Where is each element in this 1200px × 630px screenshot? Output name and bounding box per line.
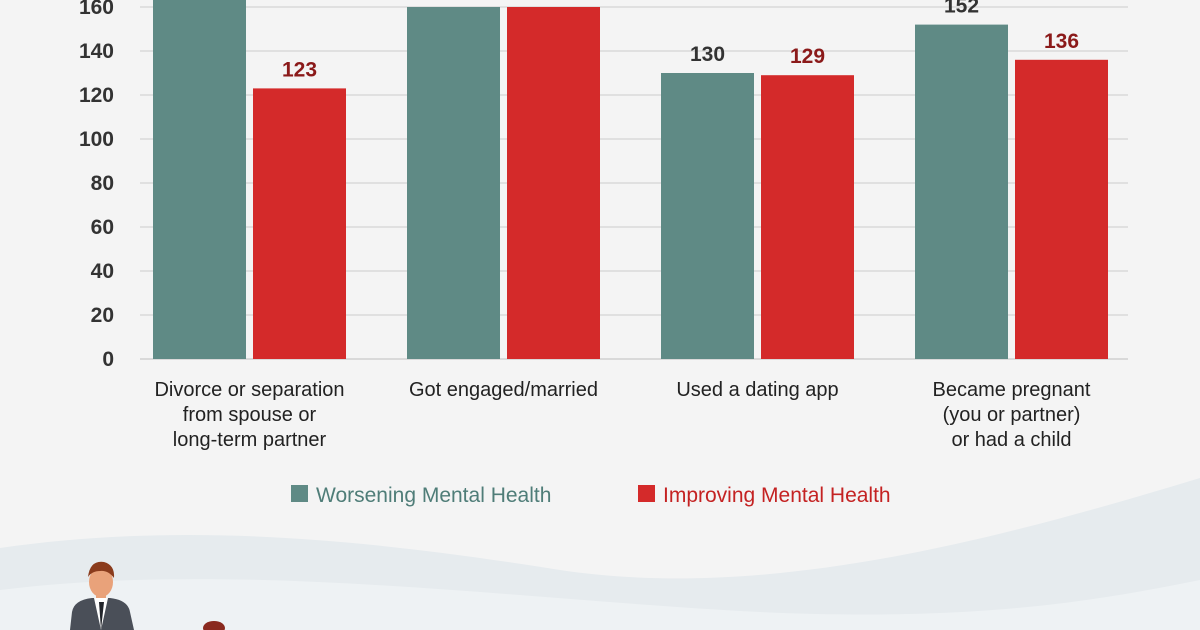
y-tick-label: 0 — [102, 348, 114, 371]
bar-worsening — [407, 7, 500, 359]
y-tick-label: 60 — [91, 216, 114, 239]
y-tick-label: 80 — [91, 172, 114, 195]
data-label: 123 — [282, 58, 317, 81]
legend-swatch — [291, 485, 308, 502]
y-tick-label: 120 — [79, 84, 114, 107]
y-tick-label: 160 — [79, 0, 114, 19]
background-wave-light — [0, 579, 1200, 630]
legend-label: Improving Mental Health — [663, 484, 891, 507]
x-category-label: (you or partner) — [943, 404, 1081, 426]
data-label: 152 — [944, 0, 979, 18]
bar-improving — [253, 88, 346, 360]
legend-swatch — [638, 485, 655, 502]
legend: Worsening Mental Health Improving Mental … — [291, 484, 891, 507]
x-category-label: or had a child — [951, 429, 1071, 451]
data-label: 130 — [690, 43, 725, 66]
y-axis-ticks: 0 20 40 60 80 100 120 140 160 — [79, 0, 114, 371]
y-tick-label: 140 — [79, 40, 114, 63]
bar-worsening — [153, 0, 246, 359]
bar-improving — [507, 7, 600, 359]
y-tick-label: 100 — [79, 128, 114, 151]
data-label: 136 — [1044, 30, 1079, 53]
category-labels: Divorce or separation from spouse or long-… — [154, 379, 1090, 451]
x-category-label: from spouse or — [183, 404, 317, 426]
y-tick-label: 40 — [91, 260, 114, 283]
bar-worsening — [915, 24, 1008, 359]
y-tick-label: 20 — [91, 304, 114, 327]
bar-improving — [1015, 59, 1108, 360]
legend-label: Worsening Mental Health — [316, 484, 551, 507]
businessman-figure-icon — [70, 561, 225, 630]
x-category-label: Used a dating app — [676, 379, 838, 401]
bar-improving — [761, 75, 854, 359]
data-labels: 123 130 129 152 136 — [282, 0, 1079, 81]
x-category-label: Became pregnant — [933, 379, 1091, 401]
data-label: 129 — [790, 45, 825, 68]
bars — [153, 0, 1108, 360]
x-category-label: long-term partner — [173, 429, 327, 451]
x-category-label: Divorce or separation — [154, 379, 344, 401]
x-category-label: Got engaged/married — [409, 379, 598, 401]
bar-worsening — [661, 73, 754, 359]
